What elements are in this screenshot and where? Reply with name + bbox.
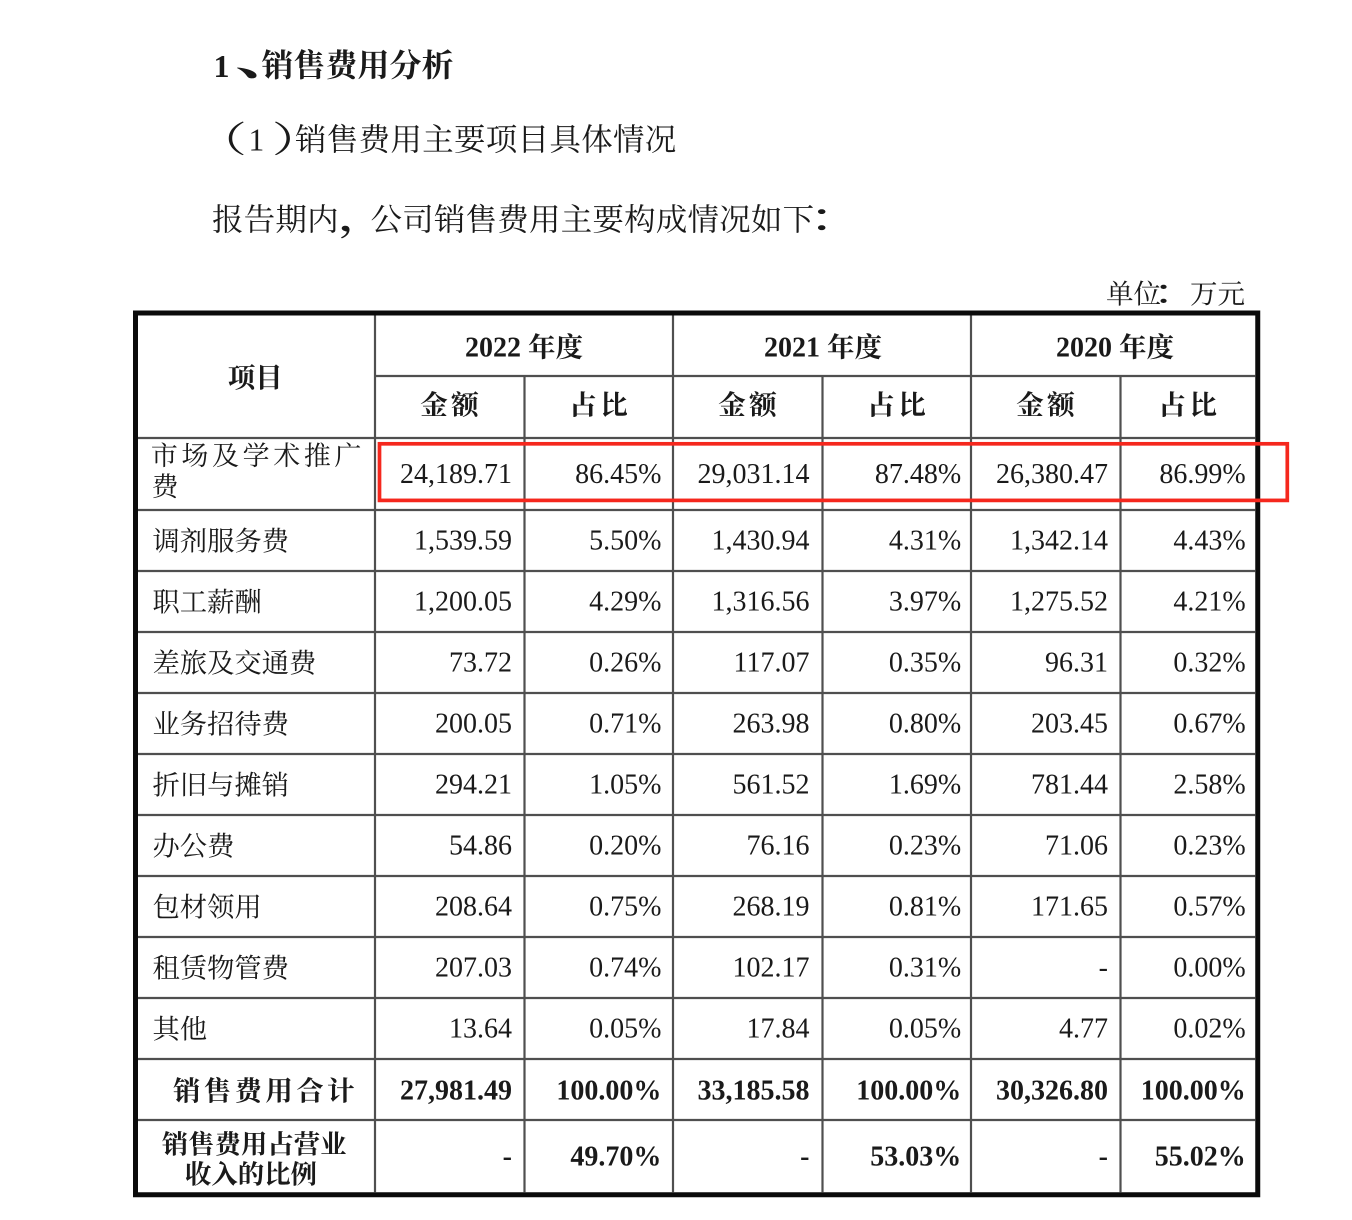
svg-text:49.70%: 49.70%: [570, 1142, 661, 1173]
svg-text:54.86: 54.86: [449, 831, 512, 862]
svg-text:207.03: 207.03: [435, 953, 512, 984]
svg-text:29,031.14: 29,031.14: [698, 459, 810, 490]
svg-text:294.21: 294.21: [435, 770, 512, 801]
svg-text:208.64: 208.64: [435, 892, 512, 923]
svg-text:86.45%: 86.45%: [575, 459, 661, 490]
svg-text:0.26%: 0.26%: [589, 648, 661, 679]
svg-text:0.75%: 0.75%: [589, 892, 661, 923]
svg-text:0.35%: 0.35%: [889, 648, 961, 679]
svg-text:200.05: 200.05: [435, 709, 512, 740]
svg-text:0.31%: 0.31%: [889, 953, 961, 984]
svg-text:0.20%: 0.20%: [589, 831, 661, 862]
svg-text:27,981.49: 27,981.49: [400, 1076, 512, 1107]
svg-text:0.57%: 0.57%: [1173, 892, 1245, 923]
svg-text:100.00%: 100.00%: [856, 1076, 961, 1107]
svg-text:71.06: 71.06: [1045, 831, 1108, 862]
svg-text:1,430.94: 1,430.94: [712, 526, 810, 557]
svg-text:0.23%: 0.23%: [1173, 831, 1245, 862]
svg-text:13.64: 13.64: [449, 1014, 512, 1045]
svg-text:0.02%: 0.02%: [1173, 1014, 1245, 1045]
svg-text:2020: 2020: [1056, 333, 1112, 364]
svg-text:100.00%: 100.00%: [556, 1076, 661, 1107]
svg-text:17.84: 17.84: [747, 1014, 810, 1045]
svg-text:0.81%: 0.81%: [889, 892, 961, 923]
svg-text:561.52: 561.52: [733, 770, 810, 801]
svg-text:-: -: [1099, 953, 1108, 984]
svg-text:73.72: 73.72: [449, 648, 512, 679]
svg-text:5.50%: 5.50%: [589, 526, 661, 557]
svg-text:171.65: 171.65: [1031, 892, 1108, 923]
svg-text:268.19: 268.19: [733, 892, 810, 923]
svg-text:1: 1: [214, 48, 230, 84]
svg-text:96.31: 96.31: [1045, 648, 1108, 679]
svg-text:0.67%: 0.67%: [1173, 709, 1245, 740]
svg-text:53.03%: 53.03%: [870, 1142, 961, 1173]
svg-text:1.05%: 1.05%: [589, 770, 661, 801]
svg-text:24,189.71: 24,189.71: [400, 459, 512, 490]
svg-text:2021: 2021: [764, 333, 820, 364]
svg-text:4.77: 4.77: [1059, 1014, 1108, 1045]
svg-text:0.00%: 0.00%: [1173, 953, 1245, 984]
svg-text:26,380.47: 26,380.47: [996, 459, 1108, 490]
svg-text:1,342.14: 1,342.14: [1010, 526, 1108, 557]
svg-text:30,326.80: 30,326.80: [996, 1076, 1108, 1107]
svg-text:203.45: 203.45: [1031, 709, 1108, 740]
svg-text:2.58%: 2.58%: [1173, 770, 1245, 801]
svg-text:1: 1: [249, 123, 265, 158]
svg-text:0.05%: 0.05%: [889, 1014, 961, 1045]
svg-text:-: -: [503, 1142, 512, 1173]
svg-text:4.29%: 4.29%: [589, 587, 661, 618]
svg-text:2022: 2022: [465, 333, 521, 364]
svg-text:263.98: 263.98: [733, 709, 810, 740]
svg-text:86.99%: 86.99%: [1159, 459, 1245, 490]
svg-text:76.16: 76.16: [747, 831, 810, 862]
svg-text:0.32%: 0.32%: [1173, 648, 1245, 679]
svg-text:1,275.52: 1,275.52: [1010, 587, 1108, 618]
svg-text:1,200.05: 1,200.05: [414, 587, 512, 618]
svg-text:33,185.58: 33,185.58: [698, 1076, 810, 1107]
svg-text:87.48%: 87.48%: [875, 459, 961, 490]
svg-text:0.05%: 0.05%: [589, 1014, 661, 1045]
svg-text:4.21%: 4.21%: [1173, 587, 1245, 618]
svg-text:1.69%: 1.69%: [889, 770, 961, 801]
svg-text:100.00%: 100.00%: [1141, 1076, 1246, 1107]
svg-text:-: -: [1099, 1142, 1108, 1173]
svg-text:117.07: 117.07: [734, 648, 810, 679]
svg-text:3.97%: 3.97%: [889, 587, 961, 618]
svg-text:1,316.56: 1,316.56: [712, 587, 810, 618]
svg-text:0.71%: 0.71%: [589, 709, 661, 740]
svg-text:4.31%: 4.31%: [889, 526, 961, 557]
svg-text:0.23%: 0.23%: [889, 831, 961, 862]
svg-text:1,539.59: 1,539.59: [414, 526, 512, 557]
svg-text:102.17: 102.17: [733, 953, 810, 984]
svg-text:-: -: [800, 1142, 809, 1173]
svg-text:0.74%: 0.74%: [589, 953, 661, 984]
svg-text:4.43%: 4.43%: [1173, 526, 1245, 557]
svg-text:781.44: 781.44: [1031, 770, 1108, 801]
svg-text:0.80%: 0.80%: [889, 709, 961, 740]
svg-text:55.02%: 55.02%: [1155, 1142, 1246, 1173]
